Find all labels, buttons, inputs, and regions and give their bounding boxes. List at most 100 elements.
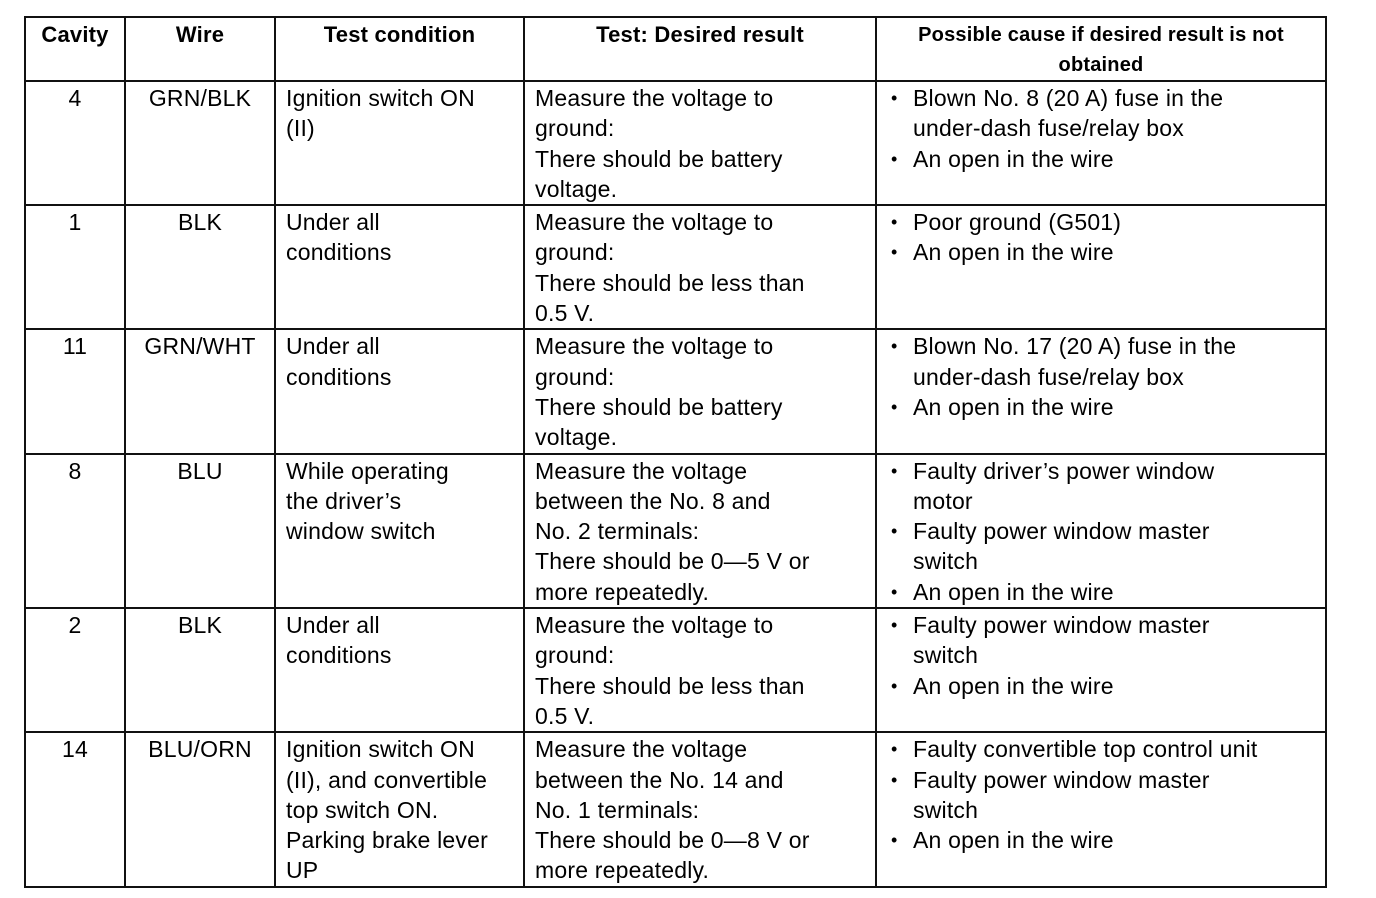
test-table: Cavity Wire Test condition Test: Desired… <box>24 16 1327 888</box>
cavity-cell: 8 <box>24 452 126 610</box>
text-line: ground: <box>535 239 615 266</box>
text-line: Faulty convertible top control unit <box>913 736 1258 763</box>
cause-cell: Faulty driver’s power windowmotorFaulty … <box>875 452 1327 610</box>
condition-cell: Ignition switch ON (II), and convertible t… <box>274 731 525 888</box>
text-line: more repeatedly. <box>535 857 710 884</box>
cause-item: An open in the wire <box>887 825 1315 856</box>
text-line: 0.5 V. <box>535 300 595 327</box>
text-line: conditions <box>286 239 392 266</box>
text-line: motor <box>913 487 973 514</box>
cause-item: Faulty power window master switch <box>887 610 1315 671</box>
cavity-cell: 1 <box>24 204 126 331</box>
text-line: There should be battery <box>535 145 783 172</box>
text-line: conditions <box>286 642 392 669</box>
result-cell: Measure the voltage between the No. 14 an… <box>523 731 877 888</box>
result-cell: Measure the voltage to ground: There shoul… <box>523 607 877 734</box>
text-line: There should be 0—8 V or <box>535 827 810 854</box>
text-line: An open in the wire <box>913 145 1114 172</box>
text-line: Under all <box>286 333 380 360</box>
text-line: There should be less than <box>535 672 805 699</box>
wire-cell: BLK <box>124 607 276 734</box>
text-line: Faulty power window master <box>913 518 1210 545</box>
text-line: An open in the wire <box>913 578 1114 605</box>
text-line: No. 2 terminals: <box>535 518 700 545</box>
cause-item: Poor ground (G501) <box>887 207 1315 238</box>
cavity-cell: 2 <box>24 607 126 734</box>
text-line: 0.5 V. <box>535 702 595 729</box>
text-line: Measure the voltage to <box>535 209 774 236</box>
cause-item: Faulty power window master switch <box>887 516 1315 577</box>
result-cell: Measure the voltage to ground: There shoul… <box>523 204 877 331</box>
wire-cell: BLK <box>124 204 276 331</box>
cause-list: Poor ground (G501) An open in the wire <box>887 207 1315 268</box>
text-line: voltage. <box>535 175 618 202</box>
header-cavity: Cavity <box>24 16 126 82</box>
text-line: between the No. 8 and <box>535 487 771 514</box>
text-line: Faulty power window master <box>913 612 1210 639</box>
cause-list: Faulty power window master switch An open … <box>887 610 1315 701</box>
condition-cell: Under all conditions <box>274 607 525 734</box>
text-line: Blown No. 17 (20 A) fuse in the <box>913 333 1237 360</box>
wire-cell: GRN/BLK <box>124 79 276 207</box>
text-line: between the No. 14 and <box>535 766 784 793</box>
text-line: switch <box>913 548 979 575</box>
text-line: switch <box>913 796 979 823</box>
text-line: Ignition switch ON <box>286 736 475 763</box>
condition-cell: While operating the driver’s window switch <box>274 452 525 610</box>
cavity-cell: 11 <box>24 328 126 455</box>
text-line: window switch <box>286 518 436 545</box>
text-line: Blown No. 8 (20 A) fuse in the <box>913 85 1224 111</box>
text-line: ground: <box>535 115 615 142</box>
text-line: voltage. <box>535 424 618 451</box>
text-line: Faulty driver’s power window <box>913 457 1215 484</box>
table-row: 1 BLK Under all conditions Measure the volta… <box>24 204 1327 331</box>
cause-cell: Poor ground (G501) An open in the wire <box>875 204 1327 331</box>
text-line: the driver’s <box>286 487 402 514</box>
cavity-cell: 14 <box>24 731 126 888</box>
result-cell: Measure the voltage to ground: There shoul… <box>523 79 877 207</box>
text-line: There should be 0—5 V or <box>535 548 810 575</box>
cause-item: An open in the wire <box>887 144 1315 175</box>
wire-cell: BLU <box>124 452 276 610</box>
cause-cell: Blown No. 8 (20 A) fuse in the under-dash… <box>875 79 1327 207</box>
cause-cell: Faulty convertible top control unitFault… <box>875 731 1327 888</box>
text-line: top switch ON. <box>286 796 439 823</box>
text-line: (II) <box>286 115 315 142</box>
cause-list: Blown No. 8 (20 A) fuse in the under-dash… <box>887 83 1315 174</box>
text-line: An open in the wire <box>913 827 1114 854</box>
text-line: Faulty power window master <box>913 766 1210 793</box>
text-line: Measure the voltage to <box>535 85 774 111</box>
table-row: 4 GRN/BLK Ignition switch ON (II) Measure th… <box>24 79 1327 207</box>
text-line: Under all <box>286 612 380 639</box>
text-line: While operating <box>286 457 449 484</box>
text-line: Measure the voltage to <box>535 612 774 639</box>
text-line: under-dash fuse/relay box <box>913 363 1184 390</box>
header-row: Cavity Wire Test condition Test: Desired… <box>24 16 1327 82</box>
cause-list: Faulty driver’s power windowmotorFaulty … <box>887 456 1315 608</box>
text-line: No. 1 terminals: <box>535 796 700 823</box>
text-line: Under all <box>286 209 380 236</box>
text-line: There should be battery <box>535 393 783 420</box>
cause-item: Blown No. 17 (20 A) fuse in the under-das… <box>887 331 1315 392</box>
text-line: Measure the voltage <box>535 457 748 484</box>
wire-cell: BLU/ORN <box>124 731 276 888</box>
text-line: An open in the wire <box>913 239 1114 266</box>
text-line: Poor ground (G501) <box>913 209 1122 236</box>
cause-cell: Faulty power window master switch An open … <box>875 607 1327 734</box>
text-line: more repeatedly. <box>535 578 710 605</box>
cause-item: An open in the wire <box>887 671 1315 702</box>
text-line: conditions <box>286 363 392 390</box>
text-line: switch <box>913 642 979 669</box>
table-row: 2 BLK Under all conditions Measure the volta… <box>24 607 1327 734</box>
cause-item: Faulty power window master switch <box>887 765 1315 826</box>
text-line: There should be less than <box>535 269 805 296</box>
cause-item: Faulty convertible top control unit <box>887 734 1315 765</box>
table-row: 11 GRN/WHT Under all conditions Measure the … <box>24 328 1327 455</box>
text-line: under-dash fuse/relay box <box>913 115 1184 142</box>
cause-item: An open in the wire <box>887 392 1315 423</box>
header-wire: Wire <box>124 16 276 82</box>
cavity-cell: 4 <box>24 79 126 207</box>
cause-item: An open in the wire <box>887 237 1315 268</box>
cause-item: An open in the wire <box>887 577 1315 608</box>
cause-list: Faulty convertible top control unitFault… <box>887 734 1315 855</box>
